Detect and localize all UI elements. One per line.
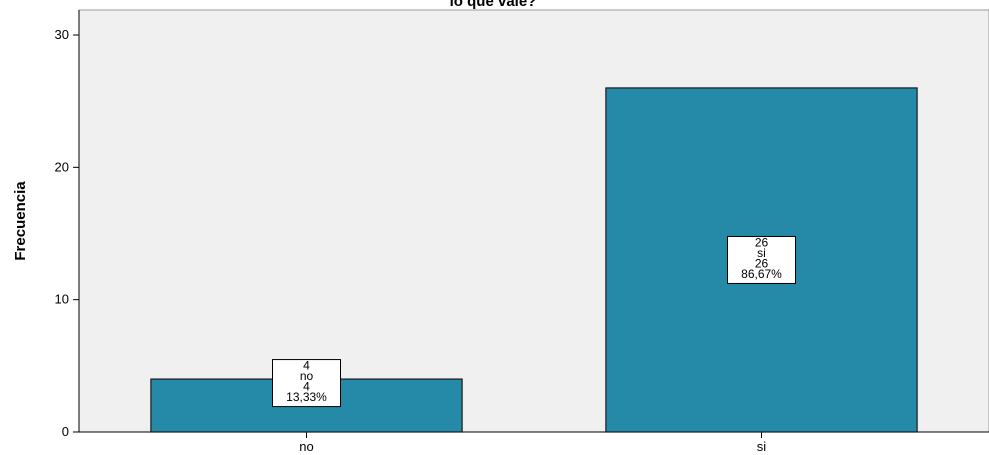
data-label-box (727, 235, 796, 284)
data-label-text: 13,33% (286, 390, 327, 404)
data-label-text: 26 (755, 256, 769, 270)
data-label-box (272, 359, 341, 408)
y-tick-label: 30 (55, 27, 69, 42)
data-label-text: 4 (303, 359, 310, 373)
y-tick-label: 10 (55, 292, 69, 307)
data-label-text: no (300, 369, 314, 383)
x-tick-label: si (757, 439, 767, 454)
data-label-text: si (757, 246, 766, 260)
y-tick-label: 20 (55, 159, 69, 174)
x-tick-label: no (299, 439, 313, 454)
data-label-text: 4 (303, 380, 310, 394)
chart-title: lo que vale? (450, 0, 537, 10)
data-label-text: 86,67% (741, 267, 782, 281)
y-axis-label: Frecuencia (12, 181, 29, 261)
y-tick-label: 0 (62, 424, 69, 439)
data-label-text: 26 (755, 235, 769, 249)
